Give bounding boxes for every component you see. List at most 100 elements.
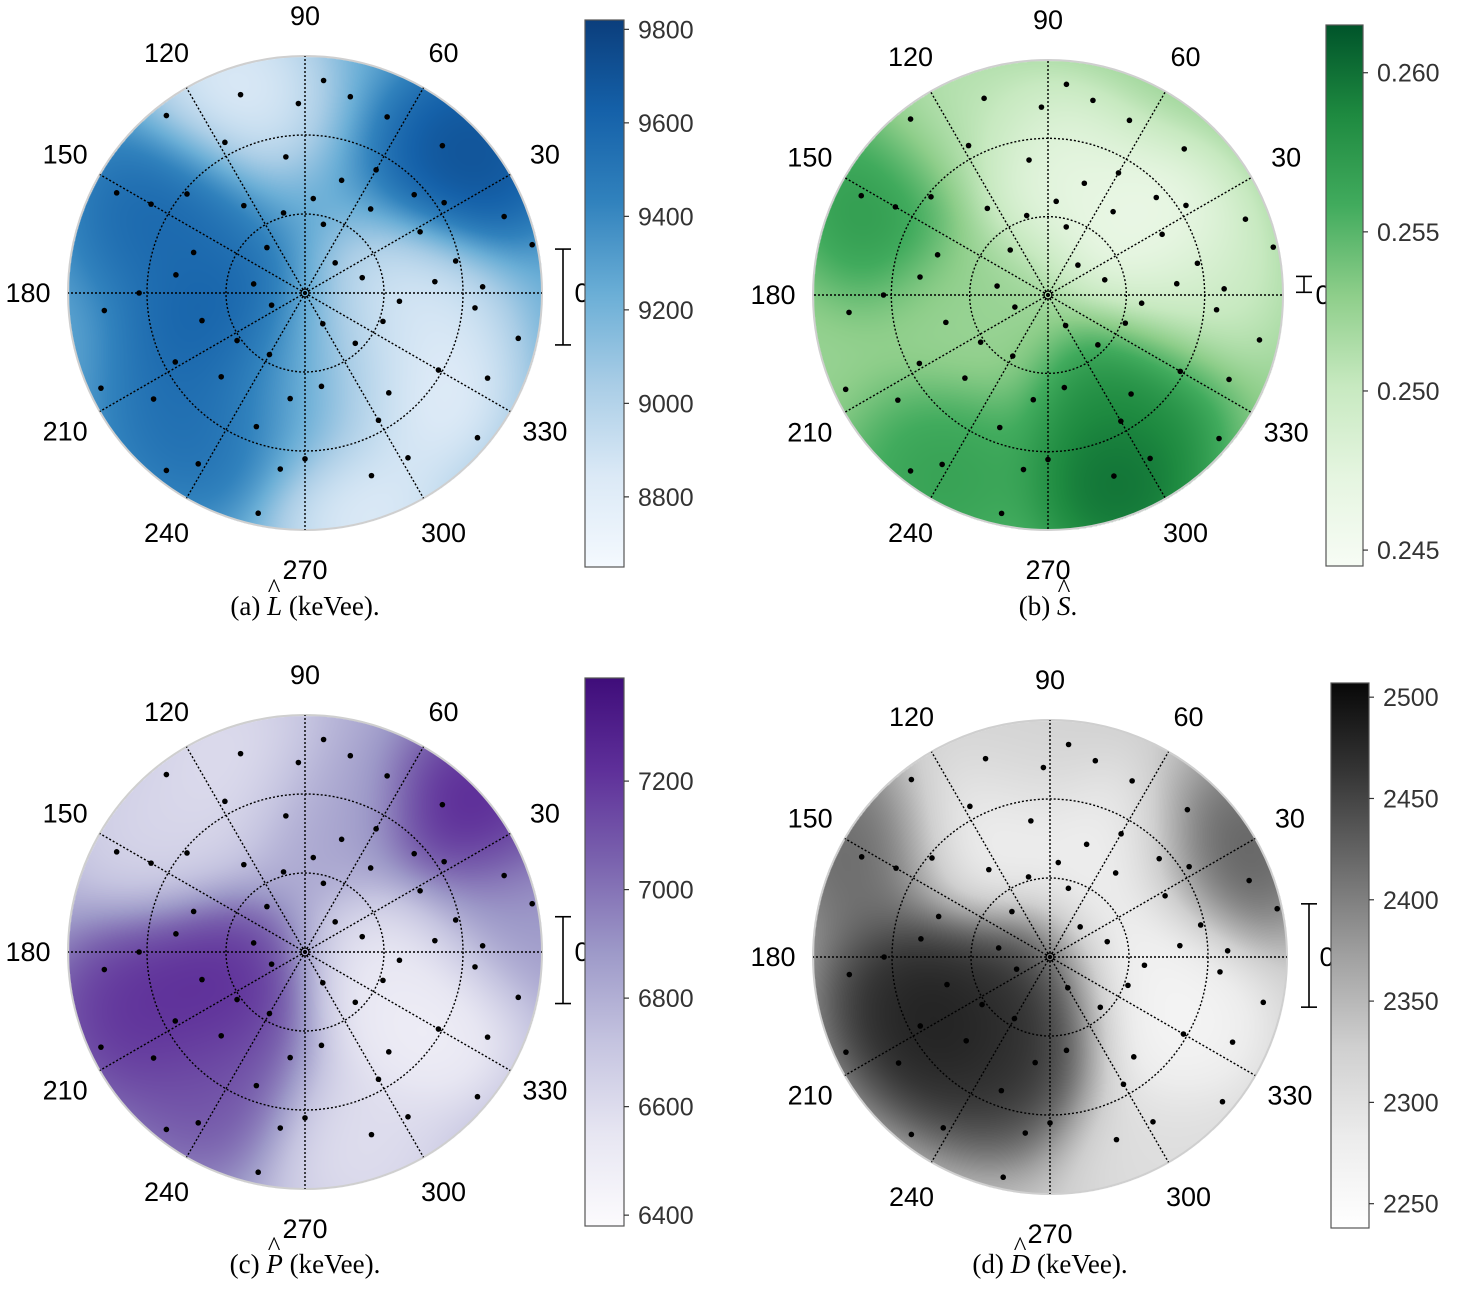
sample-point	[1130, 1054, 1137, 1060]
sample-point	[1159, 231, 1165, 238]
angle-label-300: 300	[421, 518, 466, 548]
sample-point	[1177, 942, 1183, 949]
grid-ring-1	[225, 872, 385, 1032]
caption-hat: ^	[268, 573, 281, 603]
sample-point	[222, 798, 228, 805]
sample-point	[101, 966, 108, 973]
sample-point	[1012, 304, 1018, 310]
sample-point	[880, 292, 887, 298]
sample-point	[268, 961, 275, 967]
sample-point	[280, 210, 287, 216]
sample-point	[1256, 337, 1263, 343]
angle-label-210: 210	[43, 1076, 88, 1106]
caption-suffix: (keVee).	[282, 591, 379, 621]
sample-point	[359, 933, 366, 940]
sample-point	[241, 202, 247, 209]
colorbar-tick-label: 9200	[638, 297, 694, 325]
sample-point	[1064, 984, 1071, 991]
sample-point	[190, 908, 197, 915]
sample-point	[396, 957, 403, 964]
grid-spoke-60	[304, 746, 425, 953]
sample-point	[1150, 1119, 1156, 1125]
sample-point	[1045, 456, 1051, 463]
grid-spoke-150	[844, 837, 1051, 958]
sample-point	[908, 1131, 915, 1138]
sample-point	[1221, 286, 1227, 292]
sample-point	[1077, 924, 1083, 930]
sample-point	[1153, 194, 1160, 201]
sample-point	[241, 861, 247, 868]
sample-point	[287, 395, 293, 402]
sample-point	[1063, 224, 1070, 230]
sample-point	[332, 260, 338, 266]
panel-caption: (d) D (keVee).	[972, 1249, 1127, 1279]
sample-point	[484, 1034, 491, 1040]
colorbar-tick-label: 9000	[638, 390, 694, 418]
sample-point	[439, 142, 446, 149]
colorbar-tick-label: 2500	[1383, 684, 1439, 712]
caption-suffix: .	[1070, 591, 1077, 621]
sample-point	[967, 803, 973, 810]
sample-point	[277, 466, 284, 472]
sample-point	[1129, 778, 1135, 784]
sample-point	[255, 510, 261, 517]
sample-point	[352, 999, 359, 1006]
caption-symbol: S	[1057, 591, 1071, 621]
sample-point	[295, 100, 302, 107]
angle-label-90: 90	[290, 1, 320, 31]
sample-point	[1083, 841, 1090, 848]
plot-boundary	[812, 59, 1284, 531]
sample-point	[150, 1055, 157, 1061]
sample-point	[846, 971, 853, 978]
sample-point	[98, 385, 104, 391]
sample-point	[843, 1049, 849, 1055]
sample-point	[405, 455, 411, 461]
caption-symbol: D	[1010, 1249, 1031, 1279]
sample-point	[1030, 396, 1037, 403]
sample-point	[347, 93, 354, 100]
sample-point	[986, 866, 992, 873]
sample-point	[1026, 157, 1032, 163]
grid-spoke-330	[1047, 294, 1252, 414]
sample-point	[1226, 376, 1232, 383]
angle-label-240: 240	[889, 1182, 934, 1212]
sample-point	[439, 801, 446, 808]
sample-point	[893, 865, 899, 871]
angle-label-90: 90	[1035, 665, 1065, 695]
colorbar-tick-label: 7200	[638, 768, 694, 796]
sample-point	[1009, 908, 1015, 915]
sample-point	[253, 1082, 260, 1089]
sample-point	[384, 773, 390, 779]
sample-point	[250, 281, 257, 287]
colorbar-tick-label: 6600	[638, 1094, 694, 1122]
sample-point	[858, 192, 865, 199]
sample-point	[1040, 764, 1047, 771]
sample-point	[977, 339, 984, 345]
grid-spoke-30	[304, 173, 511, 294]
angle-label-330: 330	[522, 1076, 567, 1106]
sample-point	[1047, 1120, 1053, 1126]
sample-point	[280, 869, 287, 875]
caption-hat: ^	[1058, 573, 1071, 603]
sample-point	[1177, 368, 1184, 375]
sample-point	[172, 1018, 179, 1024]
sample-point	[515, 335, 522, 342]
sample-point	[944, 981, 950, 988]
angle-label-180: 180	[750, 942, 795, 972]
colorbar-tick-label: 6400	[638, 1202, 694, 1230]
sample-point	[501, 213, 507, 220]
error-bar	[555, 248, 571, 346]
angle-label-150: 150	[43, 799, 88, 829]
sample-point	[917, 274, 923, 280]
sample-point	[148, 201, 154, 207]
colorbar-tick-label: 0.260	[1377, 60, 1440, 88]
sample-point	[222, 139, 228, 146]
sample-point	[484, 375, 491, 381]
sample-point	[1120, 1081, 1127, 1088]
sample-point	[218, 1032, 225, 1039]
sample-point	[368, 1131, 375, 1138]
sample-point	[472, 305, 478, 311]
sample-point	[1216, 435, 1222, 442]
sample-point	[283, 154, 289, 160]
